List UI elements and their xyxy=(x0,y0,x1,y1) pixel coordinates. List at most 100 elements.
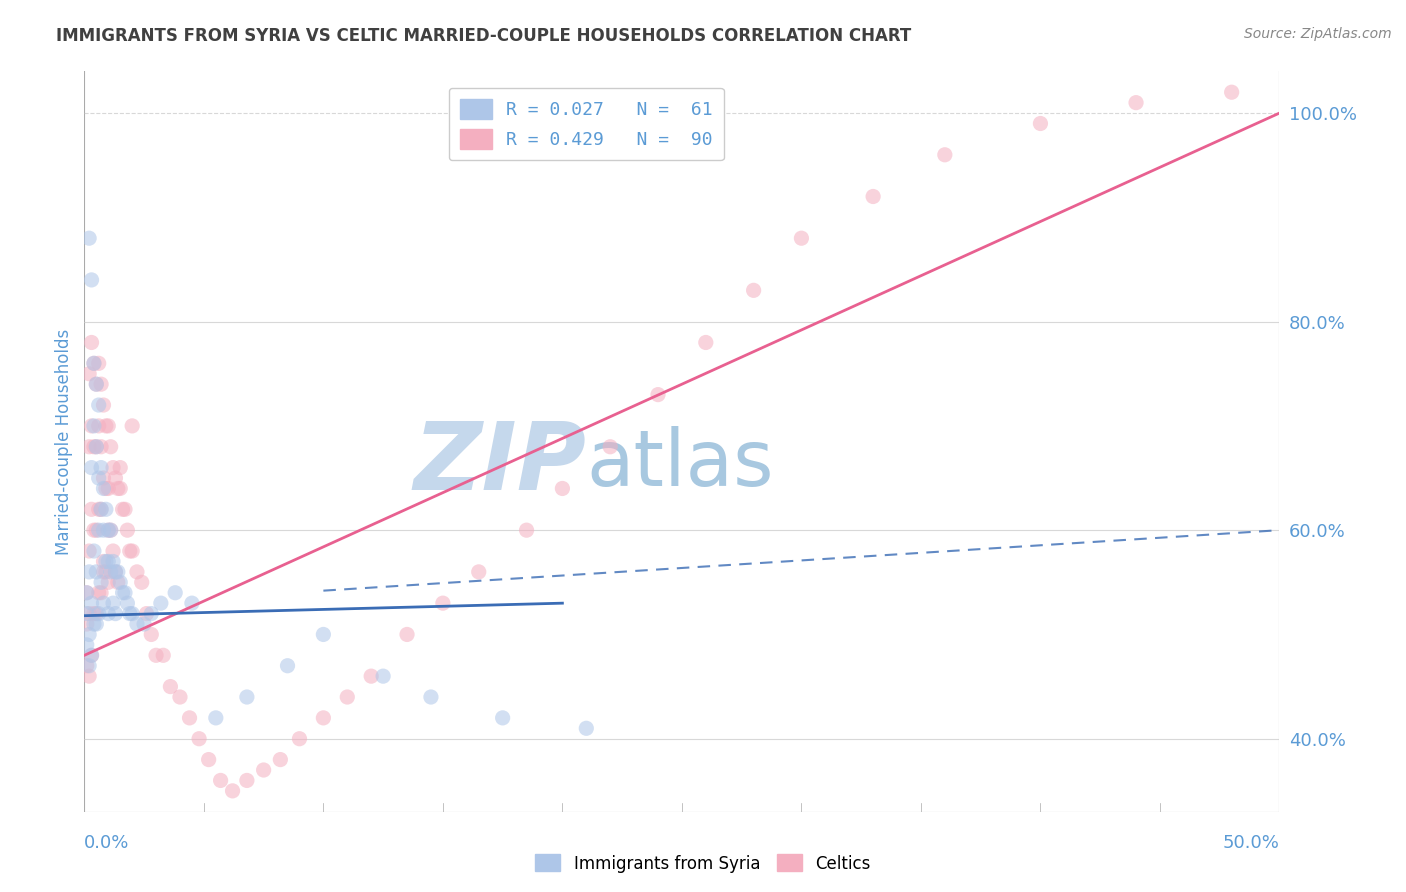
Point xyxy=(90,377,112,392)
Point xyxy=(93,482,115,496)
Point xyxy=(125,565,148,579)
Point xyxy=(432,596,454,610)
Point xyxy=(94,418,117,433)
Point xyxy=(86,440,108,454)
Point xyxy=(121,418,143,433)
Point xyxy=(90,586,112,600)
Point xyxy=(77,367,100,381)
Point xyxy=(77,607,100,621)
Point xyxy=(76,586,98,600)
Point xyxy=(312,627,335,641)
Point xyxy=(93,554,115,568)
Point xyxy=(1220,85,1243,99)
Point xyxy=(93,596,115,610)
Point xyxy=(90,460,112,475)
Point xyxy=(236,773,259,788)
Point xyxy=(107,565,129,579)
Point xyxy=(742,283,765,297)
Point xyxy=(179,711,201,725)
Point xyxy=(87,398,110,412)
Point xyxy=(647,387,669,401)
Point xyxy=(86,440,108,454)
Point xyxy=(77,565,100,579)
Point xyxy=(104,607,127,621)
Point xyxy=(516,523,538,537)
Point xyxy=(101,554,124,568)
Point xyxy=(93,523,115,537)
Point xyxy=(188,731,211,746)
Point xyxy=(94,554,117,568)
Point xyxy=(152,648,174,663)
Point xyxy=(209,773,232,788)
Y-axis label: Married-couple Households: Married-couple Households xyxy=(55,328,73,555)
Point xyxy=(695,335,717,350)
Point xyxy=(117,596,139,610)
Point xyxy=(468,565,491,579)
Point xyxy=(86,377,108,392)
Point xyxy=(83,617,105,632)
Point xyxy=(77,669,100,683)
Point xyxy=(76,638,98,652)
Point xyxy=(86,607,108,621)
Point xyxy=(100,440,122,454)
Point xyxy=(97,523,120,537)
Point xyxy=(97,575,120,590)
Point xyxy=(83,544,105,558)
Point xyxy=(93,398,115,412)
Point xyxy=(253,763,276,777)
Point xyxy=(110,575,132,590)
Point xyxy=(277,658,299,673)
Point xyxy=(86,617,108,632)
Point xyxy=(77,627,100,641)
Point xyxy=(80,596,103,610)
Point xyxy=(83,418,105,433)
Point xyxy=(80,335,103,350)
Point xyxy=(118,544,141,558)
Point xyxy=(111,502,134,516)
Point xyxy=(269,753,291,767)
Point xyxy=(131,575,153,590)
Point xyxy=(205,711,228,725)
Point xyxy=(125,617,148,632)
Point xyxy=(132,617,156,632)
Point xyxy=(87,523,110,537)
Text: 50.0%: 50.0% xyxy=(1223,834,1279,852)
Point xyxy=(420,690,443,704)
Point xyxy=(141,607,163,621)
Point xyxy=(77,658,100,673)
Point xyxy=(80,648,103,663)
Legend: Immigrants from Syria, Celtics: Immigrants from Syria, Celtics xyxy=(529,847,877,880)
Point xyxy=(165,586,187,600)
Point xyxy=(90,502,112,516)
Point xyxy=(101,460,124,475)
Point xyxy=(100,523,122,537)
Point xyxy=(110,460,132,475)
Text: Source: ZipAtlas.com: Source: ZipAtlas.com xyxy=(1244,27,1392,41)
Text: atlas: atlas xyxy=(586,425,773,502)
Point xyxy=(93,471,115,485)
Point xyxy=(80,273,103,287)
Point xyxy=(77,231,100,245)
Point xyxy=(790,231,813,245)
Point xyxy=(288,731,311,746)
Point xyxy=(87,502,110,516)
Point xyxy=(83,440,105,454)
Point xyxy=(373,669,395,683)
Point xyxy=(76,658,98,673)
Point xyxy=(104,565,127,579)
Point xyxy=(149,596,172,610)
Point xyxy=(76,586,98,600)
Point xyxy=(312,711,335,725)
Point xyxy=(100,523,122,537)
Point xyxy=(114,586,136,600)
Point xyxy=(551,482,574,496)
Point xyxy=(97,523,120,537)
Point xyxy=(101,596,124,610)
Point xyxy=(87,418,110,433)
Point xyxy=(360,669,382,683)
Point xyxy=(97,418,120,433)
Point xyxy=(1125,95,1147,110)
Point xyxy=(114,502,136,516)
Point xyxy=(86,377,108,392)
Point xyxy=(575,721,598,735)
